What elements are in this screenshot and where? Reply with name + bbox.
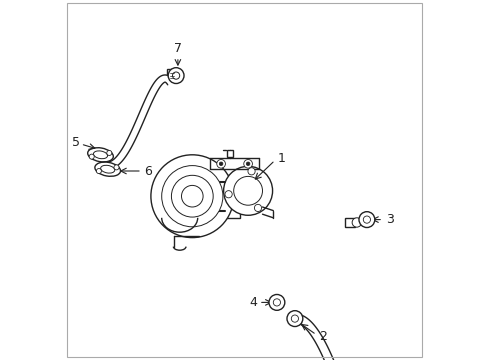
Circle shape [168,68,183,84]
Circle shape [181,185,203,207]
Bar [226,150,233,157]
Circle shape [223,166,272,215]
Circle shape [224,191,232,198]
Circle shape [286,311,302,327]
Circle shape [247,168,255,175]
Bar [344,218,354,227]
Text: 3: 3 [385,213,393,226]
Circle shape [351,218,361,227]
Bar [294,318,301,323]
Text: 5: 5 [71,136,80,149]
Circle shape [268,294,284,310]
Circle shape [358,212,374,228]
Circle shape [233,176,262,205]
Circle shape [254,204,261,212]
Circle shape [219,162,223,166]
Bar [209,175,240,218]
Circle shape [151,155,233,238]
Circle shape [162,166,223,227]
Circle shape [171,175,213,217]
Circle shape [114,165,119,170]
Text: 2: 2 [319,330,326,343]
Circle shape [246,162,249,166]
Circle shape [106,150,112,156]
Ellipse shape [95,162,120,176]
Circle shape [216,159,225,168]
Text: 4: 4 [249,296,257,309]
Circle shape [89,154,94,159]
Circle shape [244,159,252,168]
Text: 1: 1 [277,152,285,165]
Circle shape [96,168,101,174]
Bar [167,69,178,75]
Ellipse shape [87,148,113,162]
Text: 7: 7 [174,42,182,55]
Text: 6: 6 [143,165,151,177]
